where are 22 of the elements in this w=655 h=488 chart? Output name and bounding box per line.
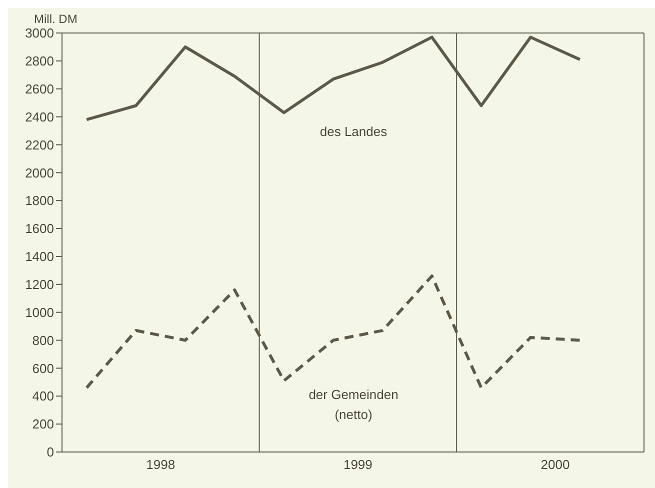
y-tick-label: 600 xyxy=(32,360,54,376)
y-tick-label: 0 xyxy=(46,444,54,460)
y-tick-label: 1600 xyxy=(25,221,54,236)
y-tick-label: 1400 xyxy=(25,249,54,264)
x-tick-label: 1999 xyxy=(343,457,372,472)
y-tick-label: 2000 xyxy=(25,165,54,180)
y-tick-label: 400 xyxy=(32,388,54,404)
series-label: der Gemeinden (netto) xyxy=(308,386,400,424)
y-axis-title: Mill. DM xyxy=(34,12,78,26)
x-tick-label: 2000 xyxy=(540,457,570,472)
y-tick-label: 2200 xyxy=(25,137,54,152)
y-tick-label: 2600 xyxy=(25,81,54,96)
text: des Landes xyxy=(318,123,388,141)
y-tick-label: 800 xyxy=(32,332,54,348)
y-tick-label: 3000 xyxy=(25,26,54,41)
y-tick-label: 2800 xyxy=(25,54,54,69)
x-tick-label: 1998 xyxy=(146,457,176,472)
y-tick-label: 1000 xyxy=(25,304,54,320)
y-tick-label: 200 xyxy=(32,416,54,432)
y-tick-label: 2400 xyxy=(25,109,54,124)
y-tick-label: 1800 xyxy=(25,193,54,208)
y-tick-label: 1200 xyxy=(25,277,54,292)
